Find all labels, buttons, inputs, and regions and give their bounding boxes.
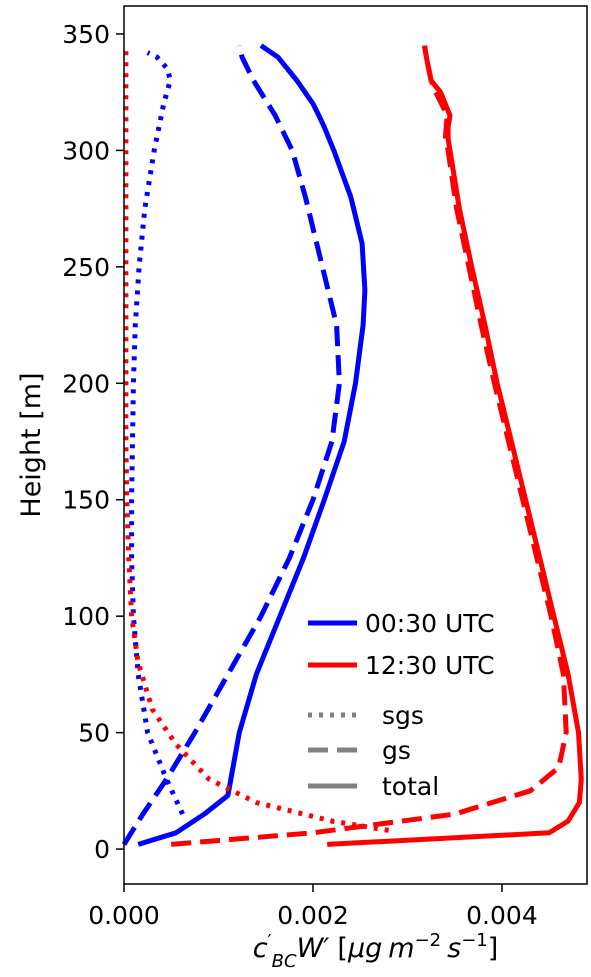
x-tick-label: 0.000 xyxy=(88,901,160,930)
legend-label: gs xyxy=(382,736,411,765)
y-tick-label: 0 xyxy=(94,835,110,864)
series-line-1230-sgs xyxy=(123,50,390,833)
y-axis-label: Height [m] xyxy=(16,372,47,517)
series-line-1230-total xyxy=(327,45,584,847)
series-layer xyxy=(121,43,584,847)
y-tick-label: 200 xyxy=(62,369,110,398)
series-line-0030-total xyxy=(137,43,368,847)
legend-label: 00:30 UTC xyxy=(365,609,495,638)
y-tick-label: 100 xyxy=(62,602,110,631)
legend: 00:30 UTC 12:30 UTC sgs gs total xyxy=(308,609,495,801)
series-line-1230-gs xyxy=(170,45,569,847)
plot-frame xyxy=(123,5,588,885)
y-tick-label: 350 xyxy=(62,20,110,49)
y-tick-label: 150 xyxy=(62,486,110,515)
legend-label: sgs xyxy=(382,701,424,730)
x-axis-label: c′BCW′ [µg m−2 s−1] xyxy=(253,930,499,972)
y-tick-label: 250 xyxy=(62,253,110,282)
x-tick-label: 0.002 xyxy=(277,901,349,930)
ticks-layer: 0 50 100 150 200 250 300 350 0.000 0.002 0.004 xyxy=(62,20,537,930)
legend-label: 12:30 UTC xyxy=(365,651,495,680)
legend-label: total xyxy=(382,772,439,801)
series-line-0030-gs xyxy=(121,45,342,846)
x-tick-label: 0.004 xyxy=(466,901,538,930)
y-tick-label: 300 xyxy=(62,136,110,165)
y-tick-label: 50 xyxy=(78,719,110,748)
series-line-0030-sgs xyxy=(129,50,185,816)
